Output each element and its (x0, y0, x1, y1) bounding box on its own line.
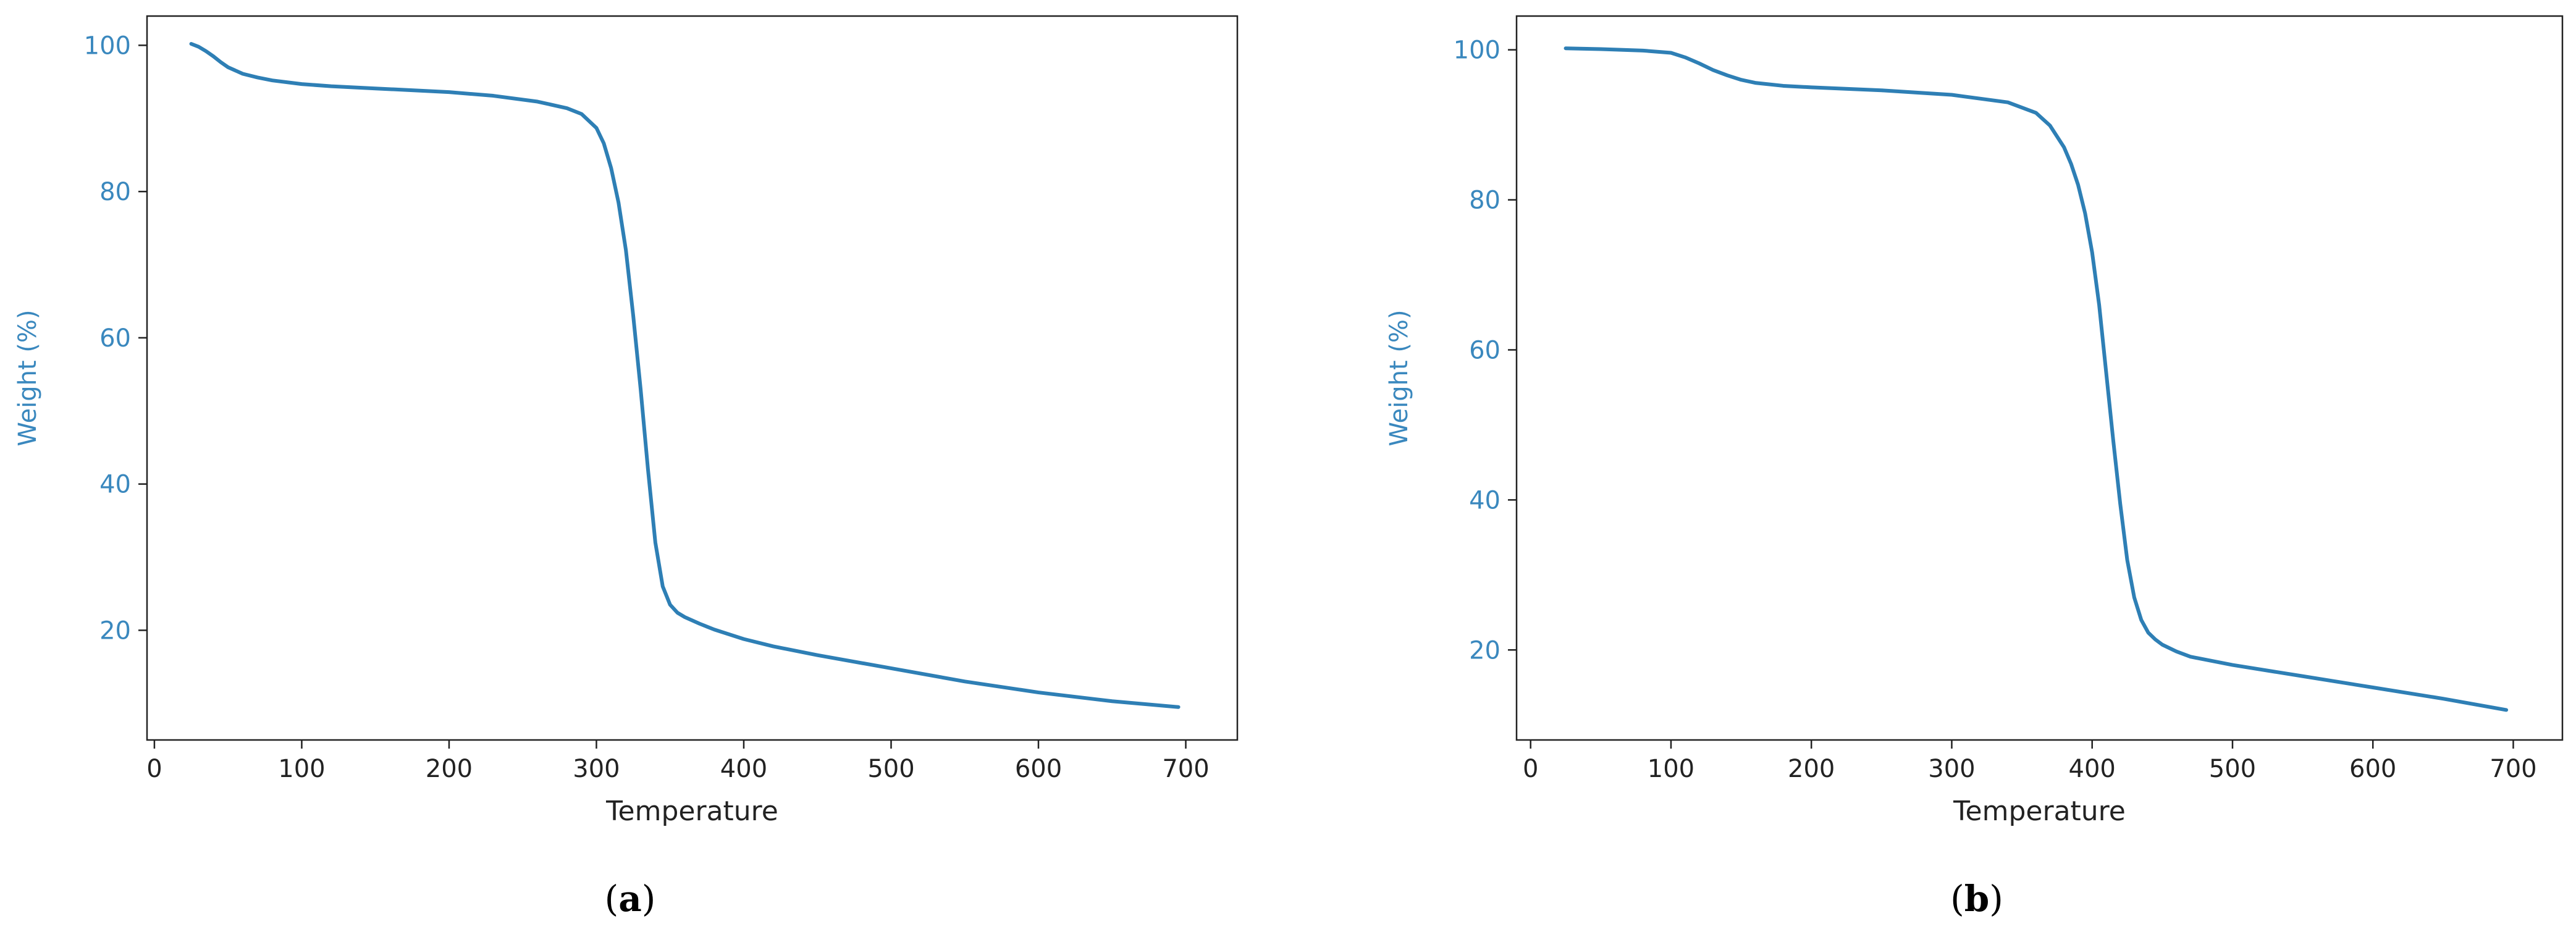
x-tick-label-700: 700 (1162, 755, 1209, 783)
y-tick-label-60: 60 (1469, 336, 1501, 364)
y-tick-label-100: 100 (84, 32, 131, 60)
x-tick-label-500: 500 (2209, 755, 2256, 783)
data-line-series (189, 41, 1181, 709)
x-tick-label-200: 200 (1788, 755, 1835, 783)
x-tick-label-200: 200 (426, 755, 473, 783)
x-tick-label-100: 100 (1648, 755, 1694, 783)
subfigure-caption: (b) (1950, 878, 2003, 920)
x-tick-label-700: 700 (2490, 755, 2536, 783)
y-tick-label-20: 20 (1469, 636, 1501, 665)
x-tick-label-300: 300 (573, 755, 620, 783)
y-tick-label-60: 60 (99, 324, 131, 353)
x-tick-label-600: 600 (1015, 755, 1062, 783)
x-tick-label-0: 0 (1523, 755, 1538, 783)
plot-frame (1515, 15, 2564, 741)
y-tick-label-80: 80 (99, 178, 131, 206)
y-tick-label-100: 100 (1454, 36, 1501, 65)
x-tick-label-600: 600 (2349, 755, 2396, 783)
caption-close-paren: ) (642, 878, 656, 920)
y-tick-label-40: 40 (99, 471, 131, 499)
data-line-series (1564, 46, 2509, 712)
x-axis-label: Temperature (1953, 796, 2126, 827)
x-tick-label-100: 100 (278, 755, 325, 783)
x-tick-label-400: 400 (2069, 755, 2116, 783)
caption-close-paren: ) (1989, 878, 2003, 920)
x-tick-label-500: 500 (867, 755, 914, 783)
chart-b: 0 100 200 300 400 500 600 700 20 40 60 80 100 Tempera… (1385, 15, 2564, 920)
plot-frame (146, 15, 1239, 741)
chart-a: 0 100 200 300 400 500 600 700 20 40 60 80 100 Tempera… (14, 15, 1239, 920)
y-axis-label: Weight (%) (1385, 309, 1413, 446)
x-tick-label-300: 300 (1928, 755, 1975, 783)
y-tick-label-20: 20 (99, 616, 131, 645)
caption-open-paren: ( (605, 878, 619, 920)
y-tick-label-40: 40 (1469, 486, 1501, 515)
x-axis-label: Temperature (605, 796, 778, 827)
x-tick-label-0: 0 (146, 755, 162, 783)
y-tick-label-80: 80 (1469, 187, 1501, 215)
caption-letter: b (1964, 878, 1990, 920)
caption-letter: a (618, 878, 642, 920)
x-tick-label-400: 400 (720, 755, 767, 783)
subfigure-caption: (a) (605, 878, 656, 920)
caption-open-paren: ( (1950, 878, 1964, 920)
y-axis-label: Weight (%) (14, 309, 42, 446)
